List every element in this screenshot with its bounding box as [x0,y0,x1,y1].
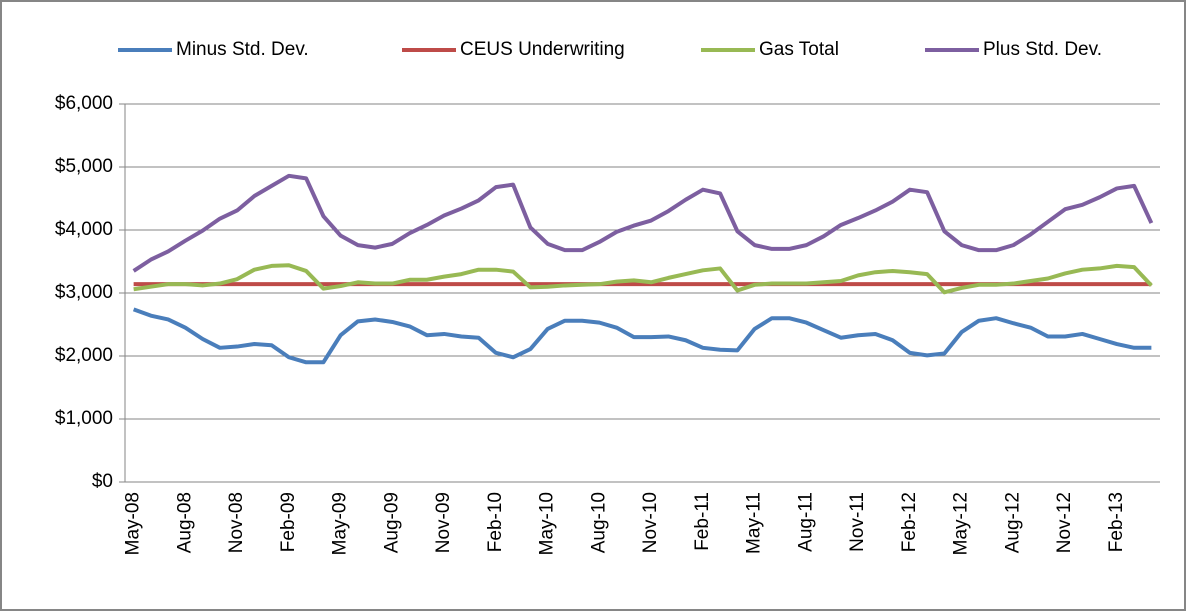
legend-label: CEUS Underwriting [460,39,625,60]
legend-label: Gas Total [759,39,839,60]
x-tick-label: May-09 [330,492,351,555]
y-tick-label: $2,000 [55,345,113,366]
x-tick-label: Feb-09 [278,492,299,552]
x-tick-label: Aug-10 [588,492,609,553]
x-tick-label: Nov-09 [433,492,454,553]
x-tick-label: Aug-11 [795,492,816,552]
x-tick-label: Feb-13 [1106,492,1127,552]
x-tick-label: May-10 [537,492,558,555]
x-tick-label: Aug-09 [381,492,402,553]
y-tick-label: $0 [92,471,113,492]
x-tick-label: Aug-08 [174,492,195,553]
x-tick-label: Feb-11 [692,492,713,551]
series-line [133,263,1153,295]
x-tick-label: Nov-12 [1054,492,1075,553]
x-tick-label: Aug-12 [1002,492,1023,553]
x-tick-label: Nov-08 [226,492,247,553]
x-tick-label: Feb-10 [485,492,506,552]
series-line [132,307,1152,365]
y-tick-label: $1,000 [55,408,113,429]
x-tick-label: Nov-10 [640,492,661,553]
legend-label: Plus Std. Dev. [983,39,1102,60]
x-tick-label: May-12 [951,492,972,555]
x-tick-label: May-11 [744,492,765,554]
y-tick-label: $5,000 [55,156,113,177]
legend-label: Minus Std. Dev. [176,39,309,60]
x-tick-label: Feb-12 [899,492,920,552]
y-tick-label: $6,000 [55,93,113,114]
x-tick-label: Nov-11 [847,492,868,552]
x-tick-label: May-08 [123,492,144,555]
y-tick-label: $4,000 [55,219,113,240]
series-line [132,173,1154,273]
y-tick-label: $3,000 [55,282,113,303]
